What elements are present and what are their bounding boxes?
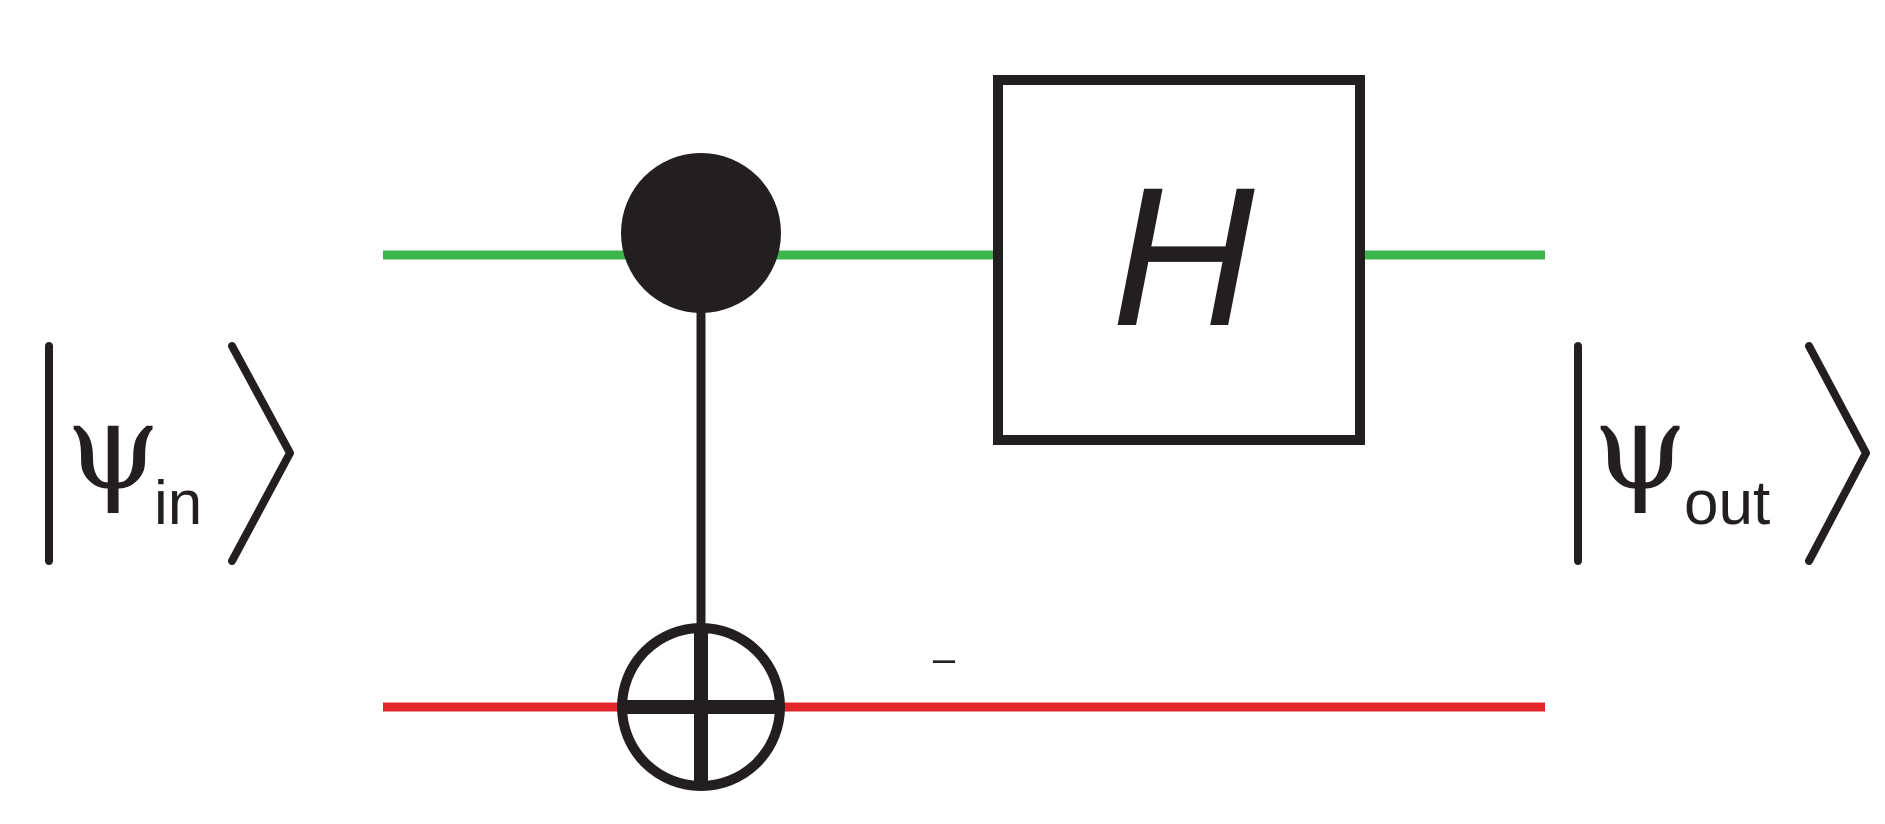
- hadamard-gate-box: [993, 75, 1365, 445]
- cnot-control-dot: [621, 153, 781, 313]
- output-ket-symbol: ψ: [1593, 378, 1687, 517]
- bottom-wire-mark: –: [933, 637, 956, 681]
- output-ket: ψ out: [1574, 342, 1870, 565]
- input-ket: ψ in: [45, 342, 294, 565]
- cnot-target-symbol: [617, 623, 785, 791]
- input-ket-subscript: in: [154, 469, 202, 538]
- output-ket-angle: [1805, 342, 1870, 565]
- output-ket-subscript: out: [1684, 469, 1770, 538]
- hadamard-gate-label: H: [1112, 146, 1256, 367]
- input-ket-symbol: ψ: [66, 378, 160, 517]
- input-ket-angle: [228, 342, 294, 565]
